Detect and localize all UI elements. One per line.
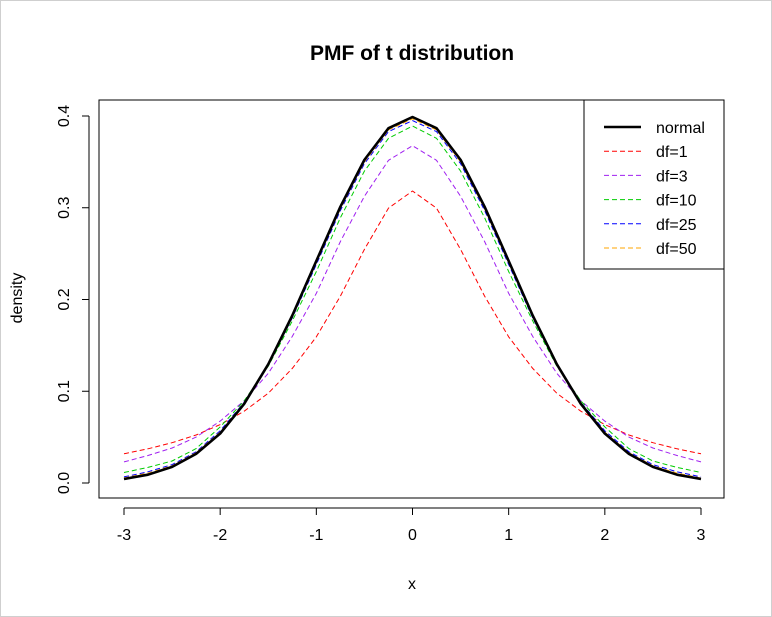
legend-box <box>583 99 725 270</box>
y-axis-label: density <box>9 273 26 324</box>
axes: -3 -2 -1 0 1 2 3 0.0 0.1 0.2 0.3 0.4 <box>56 105 706 544</box>
legend-label: df=50 <box>656 241 697 258</box>
series-line-normal <box>123 115 702 481</box>
y-tick-label: 0.4 <box>56 105 73 127</box>
x-tick-label: 2 <box>600 527 609 544</box>
legend-label: normal <box>656 120 705 137</box>
series-line-df-10 <box>123 125 702 473</box>
legend-label: df=10 <box>656 193 697 210</box>
x-axis-label: x <box>408 576 416 593</box>
x-tick-label: -2 <box>213 527 227 544</box>
legend-label: df=3 <box>656 168 688 185</box>
series-lines <box>123 115 702 481</box>
x-tick-label: -1 <box>309 527 323 544</box>
x-tick-label: 1 <box>504 527 513 544</box>
series-line-df-25 <box>123 120 702 478</box>
legend-label: df=25 <box>656 217 697 234</box>
y-tick-label: 0.2 <box>56 288 73 310</box>
x-tick-label: 3 <box>697 527 706 544</box>
plot-box <box>98 99 725 499</box>
y-tick-label: 0.3 <box>56 197 73 219</box>
legend-label: df=1 <box>656 144 688 161</box>
y-tick-label: 0.0 <box>56 472 73 494</box>
series-line-df-1 <box>123 190 702 455</box>
x-tick-label: 0 <box>408 527 417 544</box>
x-tick-label: -3 <box>117 527 131 544</box>
chart-title: PMF of t distribution <box>310 42 514 65</box>
y-tick-label: 0.1 <box>56 380 73 402</box>
series-line-df-3 <box>123 145 702 463</box>
legend: normal df=1 df=3 df=10 df=25 df=50 <box>583 99 725 270</box>
